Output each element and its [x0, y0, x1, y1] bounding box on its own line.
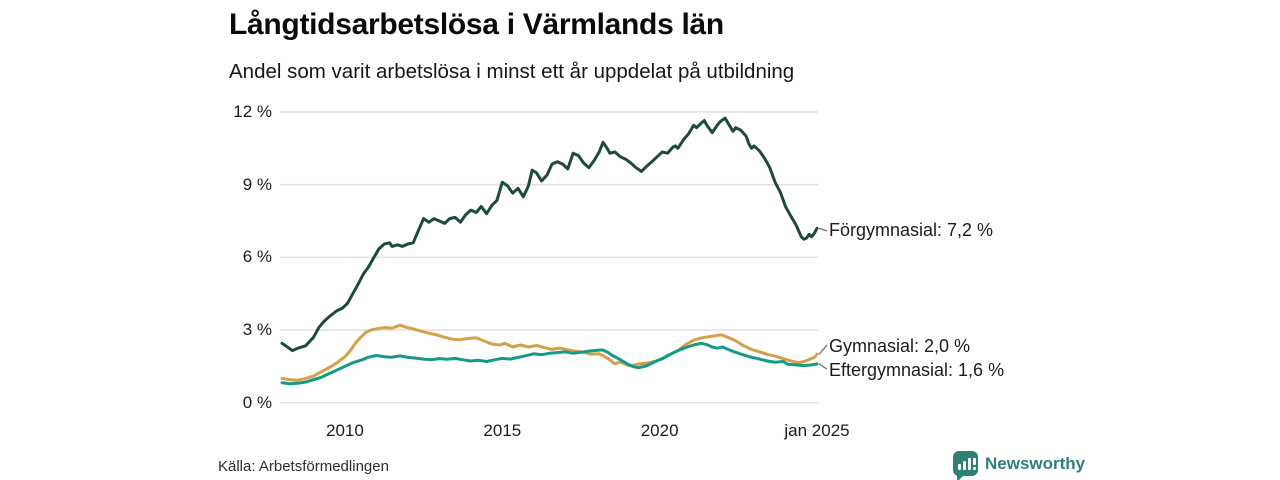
y-axis-tick-label: 3 % — [242, 320, 272, 340]
x-axis-tick-label: 2010 — [326, 421, 364, 440]
source-attribution: Källa: Arbetsförmedlingen — [218, 458, 389, 475]
series-line-gymnasial — [280, 323, 819, 382]
newsworthy-logo-icon — [953, 451, 978, 476]
y-axis-tick-label: 12 % — [233, 102, 272, 121]
label-leader-line — [818, 344, 828, 355]
x-axis-tick-label: jan 2025 — [784, 421, 850, 440]
logo-speech-tail — [957, 475, 964, 480]
series-label-forgymnasial: Förgymnasial: 7,2 % — [829, 220, 994, 240]
label-leader-line — [818, 363, 828, 370]
label-leader-line — [818, 227, 828, 232]
chart-subtitle: Andel som varit arbetslösa i minst ett å… — [229, 60, 795, 83]
x-axis-tick-label: 2020 — [640, 421, 679, 440]
y-axis-tick-label: 9 % — [242, 174, 272, 194]
y-axis-tick-label: 0 % — [242, 392, 272, 412]
chart-title: Långtidsarbetslösa i Värmlands län — [229, 8, 724, 41]
series-label-eftergymnasial: Eftergymnasial: 1,6 % — [829, 360, 1005, 380]
y-axis-tick-label: 6 % — [242, 247, 272, 267]
series-line-förgymnasial — [280, 116, 819, 353]
series-label-gymnasial: Gymnasial: 2,0 % — [829, 336, 971, 356]
series-line-eftergymnasial — [280, 341, 819, 386]
newsworthy-wordmark: Newsworthy — [985, 454, 1086, 473]
x-axis-tick-label: 2015 — [483, 421, 522, 440]
